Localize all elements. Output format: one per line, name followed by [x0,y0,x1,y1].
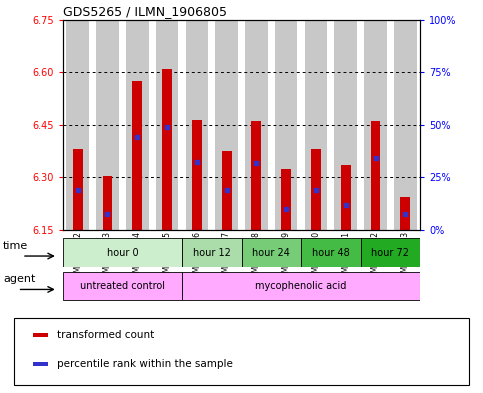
Text: untreated control: untreated control [80,281,165,291]
Bar [132,81,142,230]
Bar [102,176,113,230]
Bar [73,149,83,230]
Bar [126,20,149,230]
Bar [66,20,89,230]
Bar [245,20,268,230]
Bar [394,20,417,230]
Text: time: time [3,241,28,251]
Text: agent: agent [3,274,36,285]
Text: mycophenolic acid: mycophenolic acid [256,281,347,291]
Bar [311,149,321,230]
Bar [222,151,231,230]
Text: hour 72: hour 72 [371,248,410,257]
Bar [63,272,182,300]
Bar [185,20,208,230]
Bar [33,362,48,366]
Text: hour 12: hour 12 [193,248,231,257]
Bar [182,238,242,266]
Bar [370,121,381,230]
Bar [252,121,261,230]
Bar [215,20,238,230]
Bar [33,333,48,337]
Bar [63,238,182,266]
Bar [192,119,202,230]
Text: percentile rank within the sample: percentile rank within the sample [57,360,233,369]
Bar [341,165,351,230]
Text: hour 24: hour 24 [252,248,290,257]
Text: GDS5265 / ILMN_1906805: GDS5265 / ILMN_1906805 [63,6,227,18]
Text: transformed count: transformed count [57,330,154,340]
Bar [305,20,327,230]
Bar [162,69,172,230]
Text: hour 48: hour 48 [312,248,350,257]
Bar [182,272,420,300]
Bar [400,196,410,230]
Bar [334,20,357,230]
Bar [281,169,291,230]
Text: hour 0: hour 0 [107,248,138,257]
Bar [275,20,298,230]
Bar [364,20,387,230]
Bar [361,238,420,266]
Bar [301,238,361,266]
Bar [242,238,301,266]
Bar [96,20,119,230]
Bar [156,20,178,230]
